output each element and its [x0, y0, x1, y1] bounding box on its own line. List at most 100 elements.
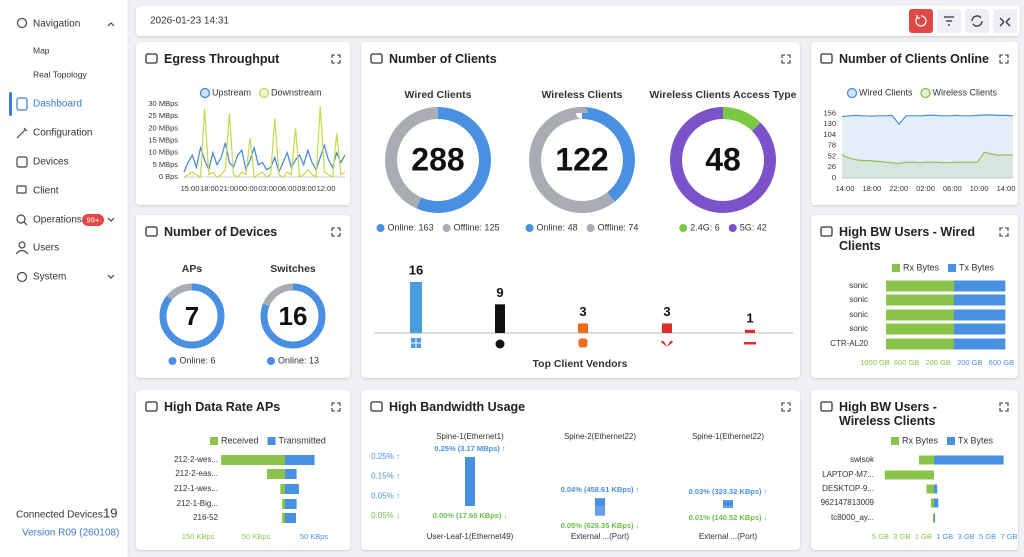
y-tick-label: 20 MBps	[148, 123, 178, 132]
panel-title: Number of Devices	[164, 225, 278, 239]
x-tick-label: 200 GB	[925, 358, 950, 367]
bar	[723, 500, 733, 506]
bar	[926, 484, 934, 494]
bar	[285, 469, 297, 479]
x-tick-label: 200 GB	[957, 358, 982, 367]
reset-button[interactable]	[909, 9, 933, 33]
nav-item[interactable]: Operations	[33, 215, 82, 226]
area	[842, 152, 1013, 178]
panel-title: High BW Users - Wireless Clients	[839, 400, 937, 428]
legend-swatch	[947, 437, 956, 445]
x-tick-label: 600 GB	[894, 358, 919, 367]
bar	[886, 309, 954, 321]
bar	[886, 323, 954, 335]
vendor-icon	[416, 338, 421, 343]
expand-icon[interactable]	[999, 402, 1009, 412]
y-tick-label: 10 MBps	[148, 148, 178, 157]
nav-item[interactable]: Navigation	[33, 19, 80, 30]
panel-title: High Data Rate APs	[164, 400, 281, 414]
nav-item[interactable]: Configuration	[33, 128, 92, 139]
x-tick-label: 15:00	[181, 184, 200, 193]
y-tick-label: 0.05% ↑	[371, 491, 400, 500]
category-label: tc8000_ay...	[831, 513, 874, 522]
legend-label: 2.4G: 6	[690, 222, 720, 232]
expand-icon[interactable]	[999, 54, 1009, 64]
legend-swatch	[679, 224, 688, 232]
bar	[954, 309, 1006, 321]
bar	[930, 498, 934, 508]
bottom-label: User-Leaf-1(Ethernet49)	[427, 532, 514, 541]
nav-item[interactable]: Users	[33, 243, 59, 254]
donut-total: 122	[555, 141, 608, 177]
legend-label: Online: 48	[537, 222, 578, 232]
nav-item[interactable]: Map	[33, 45, 50, 55]
connected-count: 19	[103, 505, 117, 520]
expand-icon[interactable]	[331, 402, 341, 412]
expand-icon[interactable]	[331, 227, 341, 237]
vendor-icon	[578, 338, 588, 348]
donut-total: 48	[705, 141, 741, 177]
donut-legend: 2.4G: 6 5G: 42	[679, 222, 767, 232]
x-tick-label: 1 GB	[915, 532, 932, 541]
line	[841, 114, 1014, 126]
nav-item[interactable]: Real Topology	[33, 69, 87, 79]
x-tick-label: 1000 GB	[860, 358, 890, 367]
x-tick-label: 7 GB	[1000, 532, 1017, 541]
y-tick-label: 0	[832, 173, 836, 182]
expand-icon[interactable]	[781, 54, 791, 64]
bar	[465, 457, 475, 506]
bar	[723, 506, 733, 508]
topbar	[136, 6, 1020, 36]
panel-icon	[145, 401, 158, 412]
donut-legend: Online: 13	[266, 355, 319, 365]
fullscreen-button[interactable]	[993, 9, 1017, 33]
legend-label: Online: 6	[179, 355, 215, 365]
x-tick-label: 03:00	[258, 184, 277, 193]
expand-icon[interactable]	[781, 402, 791, 412]
y-tick-label: 0.05% ↓	[371, 511, 400, 520]
legend-swatch	[266, 357, 275, 365]
x-tick-label: 18:00	[200, 184, 219, 193]
expand-icon[interactable]	[999, 227, 1009, 237]
line	[841, 151, 1014, 165]
bar	[662, 323, 672, 333]
donut-title: Wireless Clients Access Type	[650, 89, 797, 101]
y-tick-label: 5 MBps	[153, 160, 179, 169]
bar	[267, 469, 285, 479]
panel-title: Number of Clients Online	[839, 52, 990, 66]
expand-icon[interactable]	[331, 54, 341, 64]
y-tick-label: 104	[823, 130, 836, 139]
nav-item[interactable]: System	[33, 272, 66, 283]
line	[183, 142, 346, 174]
x-tick-label: 3 GB	[893, 532, 910, 541]
x-tick-label: 600 GB	[989, 358, 1014, 367]
x-tick-label: 06:00	[943, 184, 962, 193]
category-label: 212-2-wes...	[174, 455, 218, 464]
donut-legend: Online: 163 Offline: 125	[376, 222, 499, 232]
bar	[280, 484, 285, 494]
topbar-icons	[915, 15, 1011, 27]
legend-swatch	[168, 357, 177, 365]
donut-title: Wireless Clients	[541, 89, 622, 101]
legend-label: Upstream	[212, 87, 251, 97]
bar	[410, 282, 422, 333]
bar	[886, 280, 954, 292]
category-label: LAPTOP-M7...	[822, 470, 874, 479]
refresh-button[interactable]	[965, 9, 989, 33]
x-tick-label: 02:00	[916, 184, 935, 193]
panel	[361, 390, 800, 550]
donut-segment	[159, 283, 225, 349]
legend-label: 5G: 42	[740, 222, 767, 232]
bar	[934, 513, 936, 523]
sidebar	[0, 0, 128, 557]
x-tick-label: 14:00	[997, 184, 1016, 193]
x-tick-label: 21:00	[219, 184, 238, 193]
donut-total: 7	[185, 301, 199, 331]
legend-label: Tx Bytes	[959, 262, 995, 272]
nav-item[interactable]: Dashboard	[33, 99, 82, 110]
nav-item[interactable]: Devices	[33, 157, 69, 168]
nav-item[interactable]: Client	[33, 186, 59, 197]
panel	[136, 215, 350, 378]
panel-title: High BW Users - Wired Clients	[839, 225, 976, 253]
